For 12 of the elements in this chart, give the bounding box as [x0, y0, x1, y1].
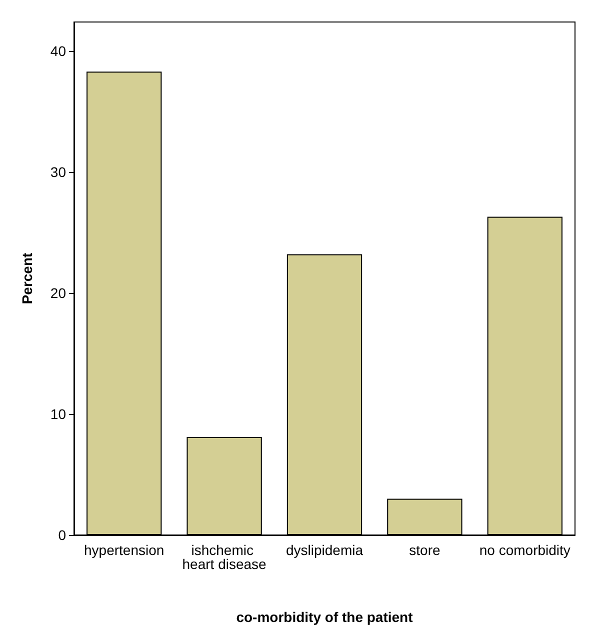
- x-tick-label: hypertension: [84, 542, 164, 558]
- y-tick-label: 10: [50, 406, 66, 422]
- x-tick-label: no comorbidity: [479, 542, 570, 558]
- x-axis-title: co-morbidity of the patient: [236, 609, 414, 625]
- y-tick-label: 40: [50, 43, 66, 60]
- x-tick-label: ishchemic heart disease: [182, 542, 267, 572]
- y-tick-label: 30: [50, 164, 66, 180]
- y-tick-label: 20: [50, 285, 66, 302]
- y-axis-title: Percent: [19, 252, 35, 304]
- x-tick-label: store: [409, 542, 440, 558]
- x-tick-label: dyslipidemia: [286, 542, 364, 558]
- y-tick-label: 0: [58, 527, 66, 543]
